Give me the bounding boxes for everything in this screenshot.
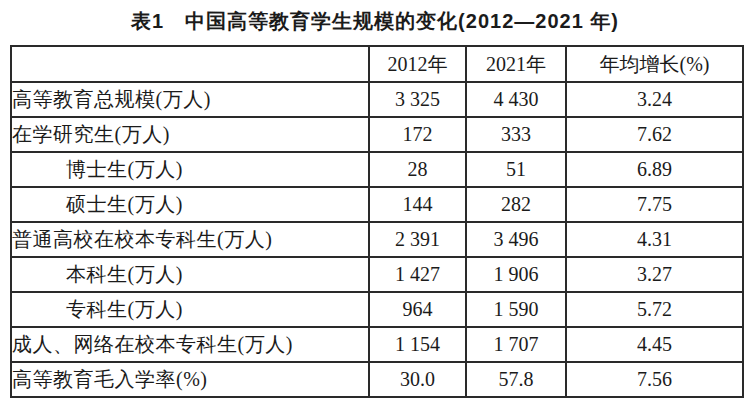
row-label: 高等教育总规模(万人) <box>11 82 369 117</box>
row-label: 普通高校在校本专科生(万人) <box>11 222 369 257</box>
value-2012: 1 427 <box>369 257 466 292</box>
value-2021: 57.8 <box>466 362 566 397</box>
table-row-masters: 硕士生(万人) 144 282 7.75 <box>11 187 743 222</box>
value-2021: 4 430 <box>466 82 566 117</box>
table-row-gross-enrollment-rate: 高等教育毛入学率(%) 30.0 57.8 7.56 <box>11 362 743 397</box>
value-growth: 3.27 <box>566 257 743 292</box>
value-growth: 5.72 <box>566 292 743 327</box>
value-2021: 1 707 <box>466 327 566 362</box>
row-label: 高等教育毛入学率(%) <box>11 362 369 397</box>
value-2021: 3 496 <box>466 222 566 257</box>
value-2012: 28 <box>369 152 466 187</box>
row-label: 本科生(万人) <box>11 257 369 292</box>
value-growth: 7.62 <box>566 117 743 152</box>
row-label: 在学研究生(万人) <box>11 117 369 152</box>
value-growth: 6.89 <box>566 152 743 187</box>
value-2021: 333 <box>466 117 566 152</box>
table-row-total-scale: 高等教育总规模(万人) 3 325 4 430 3.24 <box>11 82 743 117</box>
row-label: 硕士生(万人) <box>11 187 369 222</box>
value-2012: 172 <box>369 117 466 152</box>
table-caption: 表1 中国高等教育学生规模的变化(2012—2021 年) <box>0 0 750 35</box>
header-empty-cell <box>11 46 369 82</box>
header-year-2021: 2021年 <box>466 46 566 82</box>
value-growth: 7.56 <box>566 362 743 397</box>
row-label: 专科生(万人) <box>11 292 369 327</box>
value-2012: 2 391 <box>369 222 466 257</box>
value-2021: 1 590 <box>466 292 566 327</box>
table-row-vocational: 专科生(万人) 964 1 590 5.72 <box>11 292 743 327</box>
header-row: 2012年 2021年 年均增长(%) <box>11 46 743 82</box>
value-growth: 4.45 <box>566 327 743 362</box>
value-2012: 964 <box>369 292 466 327</box>
value-growth: 4.31 <box>566 222 743 257</box>
value-2012: 3 325 <box>369 82 466 117</box>
value-2021: 51 <box>466 152 566 187</box>
table-row-adult-online: 成人、网络在校本专科生(万人) 1 154 1 707 4.45 <box>11 327 743 362</box>
header-year-2012: 2012年 <box>369 46 466 82</box>
header-avg-growth: 年均增长(%) <box>566 46 743 82</box>
value-2012: 1 154 <box>369 327 466 362</box>
value-2021: 1 906 <box>466 257 566 292</box>
education-scale-table: 2012年 2021年 年均增长(%) 高等教育总规模(万人) 3 325 4 … <box>10 45 744 398</box>
table-row-regular-college: 普通高校在校本专科生(万人) 2 391 3 496 4.31 <box>11 222 743 257</box>
table-row-doctoral: 博士生(万人) 28 51 6.89 <box>11 152 743 187</box>
value-2012: 144 <box>369 187 466 222</box>
row-label: 成人、网络在校本专科生(万人) <box>11 327 369 362</box>
table-row-postgraduates: 在学研究生(万人) 172 333 7.62 <box>11 117 743 152</box>
value-growth: 3.24 <box>566 82 743 117</box>
row-label: 博士生(万人) <box>11 152 369 187</box>
value-growth: 7.75 <box>566 187 743 222</box>
table-row-undergraduate: 本科生(万人) 1 427 1 906 3.27 <box>11 257 743 292</box>
value-2012: 30.0 <box>369 362 466 397</box>
value-2021: 282 <box>466 187 566 222</box>
